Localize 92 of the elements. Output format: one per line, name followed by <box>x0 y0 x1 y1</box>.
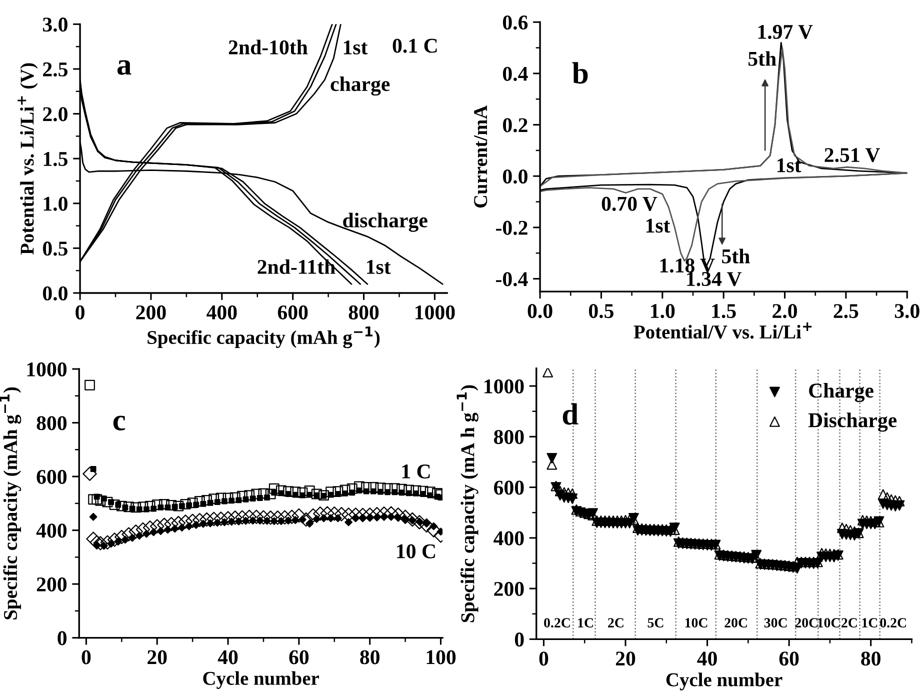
y-tick-label: 0.6 <box>502 15 528 30</box>
text: c <box>113 416 126 430</box>
x-tick-label: 40 <box>218 650 238 664</box>
annotation: 0.1 C <box>392 38 437 53</box>
annotation: 1st <box>646 218 670 233</box>
y-axis-title: Specific capacity (mA h g$^{−1}$) <box>456 385 478 622</box>
x-axis-title: Potential/V vs. Li/Li$^{+}$ <box>634 322 812 339</box>
x-tick-label: 80 <box>360 650 380 664</box>
annotation: 20C <box>795 618 818 628</box>
x-tick-label: 800 <box>348 305 379 320</box>
x-tick-label: 100 <box>426 650 456 664</box>
y-tick-label: 200 <box>36 577 67 592</box>
x-axis-title: Cycle number <box>666 672 782 690</box>
annotation: 1C <box>862 618 878 628</box>
x-tick-label: 0 <box>82 650 91 664</box>
annotation: 2C <box>608 618 624 628</box>
annotation: 2.51 V <box>824 148 880 162</box>
y-tick-label: 2.0 <box>43 107 68 122</box>
y-tick-label: 600 <box>36 470 67 484</box>
legend-label: Charge <box>809 383 874 402</box>
y-tick-label: 800 <box>494 430 524 444</box>
y-tick-label: -0.4 <box>496 272 528 286</box>
y-axis-title: Current/mA <box>474 105 488 208</box>
annotation: 20C <box>724 618 747 628</box>
annotation: 30C <box>764 618 787 628</box>
annotation: 5th <box>722 248 750 264</box>
y-tick-label: 0.2 <box>502 118 528 132</box>
y-tick-label: 1000 <box>27 362 67 376</box>
y-tick-label: 0.0 <box>502 169 528 184</box>
y-axis-title: Potential vs. Li/Li$^{+}$ (V) <box>18 63 38 255</box>
y-tick-label: 0.5 <box>42 242 68 256</box>
annotation: discharge <box>343 212 428 232</box>
y-tick-label: 0.0 <box>42 286 68 301</box>
text: d <box>562 403 578 425</box>
annotation: 0.2C <box>880 618 906 628</box>
y-tick-label: 400 <box>494 531 524 546</box>
y-tick-label: 200 <box>494 582 524 596</box>
x-tick-label: 0.0 <box>528 304 552 318</box>
x-axis-title: Cycle number <box>203 671 319 689</box>
text: b <box>572 62 588 84</box>
x-tick-label: 60 <box>779 652 799 666</box>
annotation: 5th <box>748 51 776 66</box>
y-tick-label: 800 <box>36 416 67 430</box>
x-axis-title: Specific capacity (mAh g$^{−1}$) <box>148 326 380 348</box>
annotation: 1st <box>344 40 368 54</box>
x-tick-label: 40 <box>697 652 717 666</box>
x-tick-label: 200 <box>136 305 166 320</box>
annotation: charge <box>330 76 390 96</box>
x-tick-label: 80 <box>861 652 880 666</box>
y-tick-label: 1000 <box>484 379 524 394</box>
y-tick-label: 1.0 <box>44 196 68 211</box>
x-tick-label: 400 <box>206 305 237 320</box>
x-tick-label: 3.0 <box>894 304 920 318</box>
text: a <box>117 60 132 75</box>
annotation: 2C <box>842 618 857 628</box>
x-tick-label: 20 <box>148 650 167 664</box>
x-tick-label: 0 <box>76 305 84 320</box>
y-tick-label: 3.0 <box>42 18 68 32</box>
annotation: 1st <box>777 158 802 172</box>
x-tick-label: 2.0 <box>772 304 797 318</box>
y-tick-label: 600 <box>494 480 524 495</box>
annotation: 0.2C <box>544 618 570 628</box>
annotation: 5C <box>648 618 664 628</box>
annotation: 1C <box>578 618 593 628</box>
x-tick-label: 60 <box>289 650 309 664</box>
x-tick-label: 600 <box>278 305 308 320</box>
x-tick-label: 1.5 <box>712 304 736 318</box>
x-tick-label: 20 <box>616 652 636 666</box>
y-tick-label: 0 <box>58 631 67 646</box>
x-tick-label: 0.5 <box>588 304 614 318</box>
y-tick-label: 1.5 <box>44 152 68 166</box>
x-tick-label: 2.5 <box>834 304 858 318</box>
annotation: 10 C <box>397 544 435 558</box>
y-tick-label: 400 <box>36 524 67 538</box>
annotation: 2nd-10th <box>228 40 308 54</box>
x-tick-label: 1.0 <box>651 304 675 318</box>
annotation: 10C <box>818 618 840 628</box>
y-axis-title: Specific capacity (mAh g$^{−1}$) <box>0 387 22 620</box>
y-tick-label: -0.2 <box>496 220 528 235</box>
annotation: 10C <box>685 618 708 628</box>
y-tick-label: 0 <box>514 632 524 647</box>
annotation: 1 C <box>402 464 430 479</box>
x-tick-label: 0 <box>539 652 548 666</box>
annotation: 0.70 V <box>602 196 658 211</box>
y-tick-label: 0.4 <box>502 66 528 81</box>
annotation: 1.34 V <box>687 272 742 286</box>
legend-label: Discharge <box>808 412 897 432</box>
x-tick-label: 1000 <box>416 305 455 320</box>
y-tick-label: 2.5 <box>43 62 68 77</box>
annotation: 2nd-11th <box>258 259 336 274</box>
annotation: 1.97 V <box>758 24 813 40</box>
annotation: 1st <box>367 260 391 274</box>
